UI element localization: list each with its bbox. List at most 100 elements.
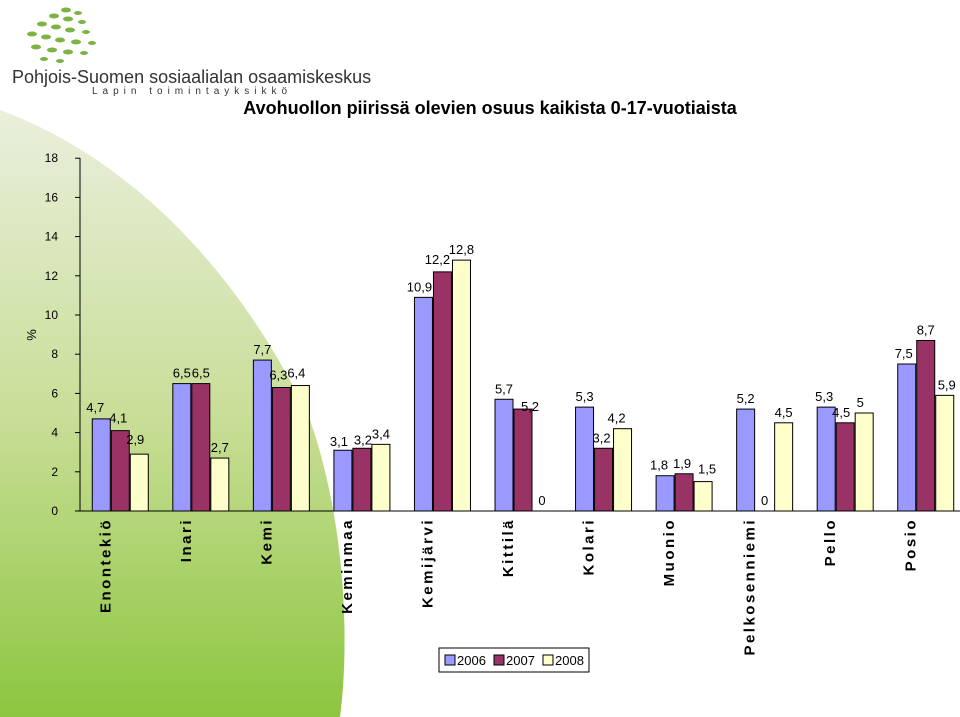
y-tick-label: 2 — [51, 465, 58, 479]
y-tick-label: 18 — [45, 151, 59, 165]
data-label: 3,1 — [330, 434, 348, 449]
y-tick-label: 6 — [51, 386, 58, 400]
category-label: Keminmaa — [339, 518, 356, 614]
data-label: 5,2 — [737, 391, 755, 406]
bar-2007-1 — [191, 383, 211, 512]
legend-label-2008: 2008 — [555, 653, 584, 668]
data-label: 8,7 — [917, 322, 935, 337]
bar-2008-6 — [613, 428, 633, 512]
category-label: Inari — [178, 518, 195, 562]
y-axis-label: % — [24, 329, 39, 341]
category-label: Enontekiö — [97, 518, 114, 613]
legend-box — [438, 647, 590, 673]
data-label: 12,8 — [449, 242, 474, 257]
organization-logo: Pohjois-Suomen sosiaalialan osaamiskesku… — [0, 0, 371, 100]
data-label: 4,2 — [608, 411, 626, 426]
data-label: 1,5 — [698, 462, 716, 477]
bar-2006-1 — [172, 383, 192, 512]
legend-swatch-2006 — [444, 654, 456, 666]
data-label: 5,2 — [521, 399, 539, 414]
bar-2006-0 — [91, 418, 111, 512]
bar-2006-2 — [252, 359, 272, 512]
bar-2008-2 — [290, 385, 310, 512]
data-label: 0 — [761, 493, 768, 508]
data-label: 6,5 — [192, 366, 210, 381]
bar-2006-6 — [575, 406, 595, 512]
organization-name: Pohjois-Suomen sosiaalialan osaamiskesku… — [12, 67, 372, 87]
chart-title: Avohuollon piirissä olevien osuus kaikis… — [243, 98, 737, 118]
bar-2007-7 — [674, 473, 694, 512]
data-label: 4,5 — [775, 405, 793, 420]
bar-2008-10 — [935, 394, 955, 512]
data-label: 1,8 — [650, 458, 668, 473]
bar-2008-8 — [774, 422, 794, 512]
y-tick-label: 14 — [45, 230, 59, 244]
data-label: 3,2 — [354, 432, 372, 447]
legend-swatch-2008 — [542, 654, 554, 666]
bar-2006-4 — [413, 296, 433, 512]
data-label: 6,4 — [287, 366, 305, 381]
category-label: Posio — [903, 518, 920, 571]
legend-label-2006: 2006 — [457, 653, 486, 668]
bar-2007-0 — [110, 430, 130, 512]
bar-2008-4 — [451, 259, 471, 512]
bar-2007-6 — [594, 447, 614, 512]
data-label: 2,7 — [211, 440, 229, 455]
data-label: 4,1 — [109, 411, 127, 426]
bar-2006-7 — [655, 475, 675, 512]
bar-2007-10 — [916, 339, 936, 512]
data-label: 5 — [857, 395, 864, 410]
bar-2008-0 — [129, 453, 149, 512]
data-label: 5,9 — [938, 377, 956, 392]
bar-2007-9 — [835, 422, 855, 512]
data-label: 4,5 — [832, 405, 850, 420]
bar-2007-3 — [352, 447, 372, 512]
data-label: 5,3 — [815, 389, 833, 404]
data-label: 7,7 — [253, 342, 271, 357]
bar-2008-3 — [371, 443, 391, 512]
y-tick-label: 4 — [51, 426, 58, 440]
bar-2006-9 — [816, 406, 836, 512]
legend-label-2007: 2007 — [506, 653, 535, 668]
data-label: 3,2 — [593, 430, 611, 445]
bar-2006-8 — [736, 408, 756, 512]
bar-2007-2 — [271, 387, 291, 512]
bar-2008-1 — [210, 457, 230, 512]
bar-2006-3 — [333, 449, 353, 512]
data-label: 6,3 — [269, 368, 287, 383]
dots-logo-icon — [27, 7, 96, 63]
data-label: 2,9 — [126, 432, 144, 447]
bar-2006-5 — [494, 398, 514, 512]
data-label: 5,3 — [576, 389, 594, 404]
bar-2007-4 — [432, 271, 452, 512]
organization-unit: Lapin toimintayksikkö — [92, 86, 293, 97]
y-tick-label: 16 — [45, 190, 59, 204]
category-label: Kemi — [258, 518, 275, 565]
data-label: 10,9 — [407, 279, 432, 294]
category-label: Muonio — [661, 518, 678, 586]
y-tick-label: 0 — [51, 504, 58, 518]
data-label: 5,7 — [495, 381, 513, 396]
category-label: Kemijärvi — [419, 518, 436, 608]
data-label: 7,5 — [895, 346, 913, 361]
data-label: 6,5 — [173, 366, 191, 381]
y-tick-label: 10 — [45, 308, 59, 322]
chart-legend: 2006 2007 2008 — [438, 647, 590, 673]
category-label: Pello — [822, 518, 839, 566]
y-tick-label: 8 — [51, 347, 58, 361]
legend-swatch-2007 — [493, 654, 505, 666]
y-tick-label: 12 — [45, 269, 59, 283]
category-label: Pelkosenniemi — [742, 518, 759, 656]
bar-2008-9 — [854, 412, 874, 512]
category-label: Kittilä — [500, 518, 517, 577]
category-label: Kolari — [581, 518, 598, 576]
bar-2007-5 — [513, 408, 533, 512]
data-label: 3,4 — [372, 426, 390, 441]
data-label: 1,9 — [673, 456, 691, 471]
data-label: 12,2 — [425, 252, 450, 267]
data-label: 0 — [538, 493, 545, 508]
bar-2008-7 — [693, 481, 713, 512]
data-label: 4,7 — [86, 400, 104, 415]
